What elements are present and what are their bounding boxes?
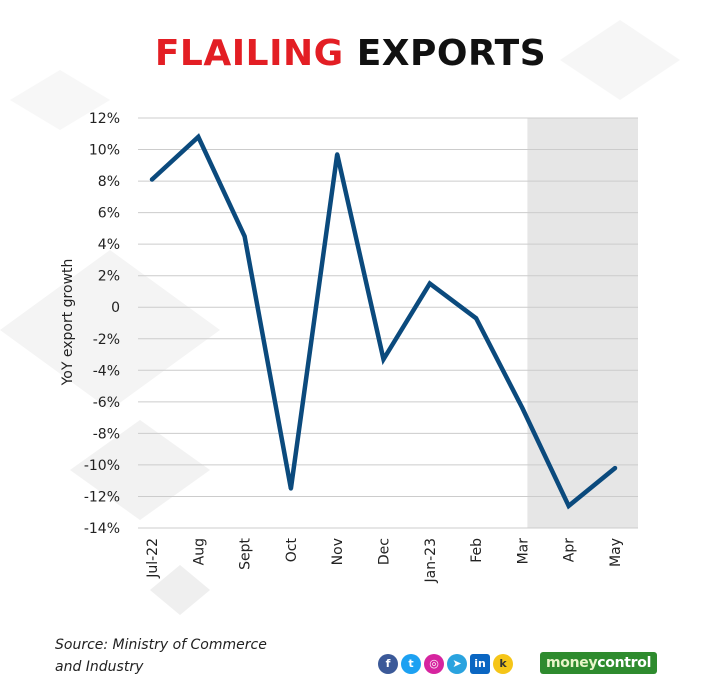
x-tick-label: Mar xyxy=(515,538,531,565)
linkedin-icon[interactable]: in xyxy=(470,654,490,674)
y-tick-label: -10% xyxy=(84,458,120,474)
x-tick-label: Feb xyxy=(469,538,485,563)
y-tick-label: -4% xyxy=(93,363,120,379)
y-tick-label: 8% xyxy=(98,174,120,190)
x-tick-labels: Jul-22 Aug Sept Oct Nov Dec Jan-23 Feb Mar Apr May xyxy=(145,538,624,584)
facebook-icon[interactable]: f xyxy=(378,654,398,674)
x-tick-label: Jan-23 xyxy=(423,538,439,583)
social-icons: f t ◎ ➤ in k xyxy=(378,654,513,674)
y-tick-label: -14% xyxy=(84,521,120,537)
y-tick-label: -2% xyxy=(93,332,120,348)
data-point xyxy=(520,406,525,411)
brand-logo-part1: money xyxy=(546,655,598,671)
telegram-icon[interactable]: ➤ xyxy=(447,654,467,674)
x-tick-label: May xyxy=(608,538,624,567)
data-point xyxy=(150,177,154,182)
y-tick-label: 4% xyxy=(98,237,120,253)
source-line-2: and Industry xyxy=(55,659,144,675)
x-tick-label: Apr xyxy=(562,538,578,562)
data-point xyxy=(242,234,247,239)
y-tick-label: 10% xyxy=(89,143,120,159)
highlight-band xyxy=(527,118,638,528)
y-tick-label: -8% xyxy=(93,426,120,442)
x-tick-label: Jul-22 xyxy=(145,538,161,579)
y-tick-label: -12% xyxy=(84,489,120,505)
data-point xyxy=(381,357,386,362)
brand-logo: moneycontrol xyxy=(540,652,658,674)
x-tick-label: Aug xyxy=(191,538,207,565)
x-tick-label: Sept xyxy=(238,538,254,570)
y-tick-label: -6% xyxy=(93,395,120,411)
data-point xyxy=(474,316,479,321)
x-tick-label: Nov xyxy=(330,538,346,565)
y-tick-label: 12% xyxy=(89,111,120,127)
x-tick-label: Oct xyxy=(284,538,300,563)
data-point xyxy=(566,503,571,508)
y-tick-label: 0 xyxy=(111,300,120,316)
twitter-icon[interactable]: t xyxy=(401,654,421,674)
series-layer xyxy=(149,133,618,510)
instagram-icon[interactable]: ◎ xyxy=(424,654,444,674)
data-point xyxy=(613,466,617,471)
y-tick-label: 2% xyxy=(98,269,120,285)
source-note: Source: Ministry of Commerce and Industr… xyxy=(55,634,355,678)
title-word: EXPORTS xyxy=(356,33,547,74)
koo-icon[interactable]: k xyxy=(493,654,513,674)
highlight-layer xyxy=(527,118,638,528)
data-point xyxy=(335,152,340,157)
data-point xyxy=(427,281,432,286)
y-tick-labels: 12% 10% 8% 6% 4% 2% 0 -2% -4% -6% -8% -10% -12% -14% xyxy=(84,111,120,537)
brand-logo-part2: control xyxy=(597,655,652,671)
data-point xyxy=(288,486,293,491)
y-tick-label: 6% xyxy=(98,206,120,222)
y-axis-label: YoY export growth xyxy=(60,259,76,387)
chart-title: FLAILING EXPORTS xyxy=(0,30,701,78)
line-chart: 12%10%8%6%4%2%0-2%-4%-6%-8%-10%-12%-14% … xyxy=(60,111,638,584)
title-highlight-word: FLAILING xyxy=(154,33,344,74)
x-tick-label: Dec xyxy=(377,538,393,565)
source-line-1: Source: Ministry of Commerce xyxy=(55,637,267,653)
data-point xyxy=(196,134,201,139)
